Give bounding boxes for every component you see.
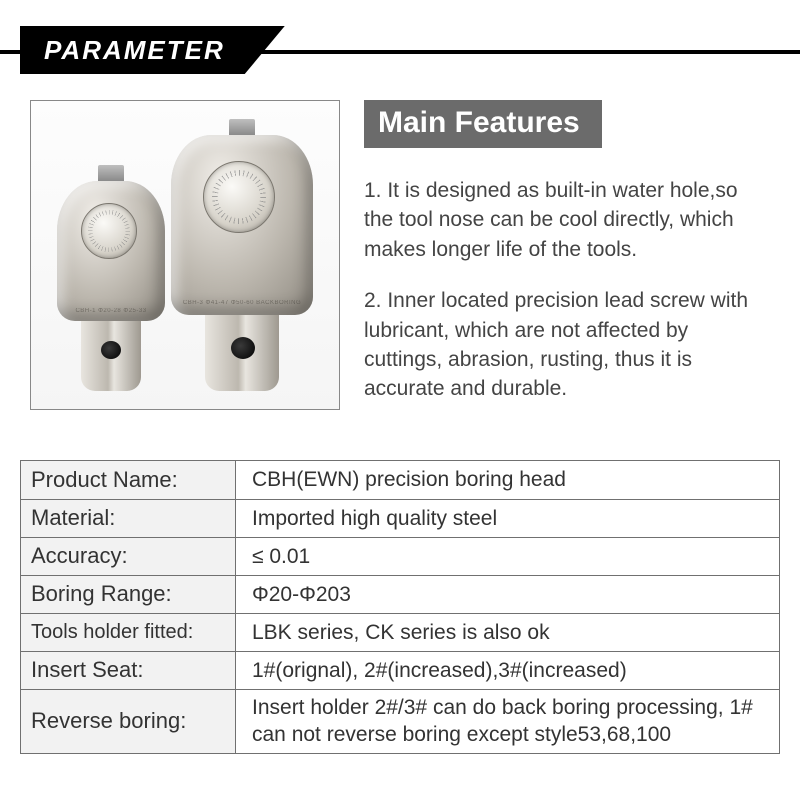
spec-label: Boring Range: [21, 576, 236, 613]
spec-value: Φ20-Φ203 [236, 576, 779, 613]
spec-table: Product Name: CBH(EWN) precision boring … [20, 460, 780, 754]
feature-item: 1. It is designed as built-in water hole… [364, 176, 770, 264]
spec-value: Insert holder 2#/3# can do back boring p… [236, 690, 779, 753]
ribbon-label: PARAMETER [20, 26, 285, 74]
table-row: Reverse boring: Insert holder 2#/3# can … [21, 689, 779, 753]
table-row: Insert Seat: 1#(orignal), 2#(increased),… [21, 651, 779, 689]
tool-shank [205, 315, 279, 391]
product-illustration: CBH-1 Φ20-28 Φ25-33 CBH-3 Φ41-47 Φ50-60 … [30, 100, 340, 410]
table-row: Material: Imported high quality steel [21, 499, 779, 537]
tool-cap [229, 119, 255, 135]
spec-value: Imported high quality steel [236, 500, 779, 537]
shank-hole [101, 341, 121, 359]
spec-value: LBK series, CK series is also ok [236, 614, 779, 651]
tool-head: CBH-1 Φ20-28 Φ25-33 [57, 181, 165, 321]
boring-head-large: CBH-3 Φ41-47 Φ50-60 BACKBORING [171, 119, 313, 391]
spec-label: Material: [21, 500, 236, 537]
tool-shank [81, 321, 141, 391]
table-row: Tools holder fitted: LBK series, CK seri… [21, 613, 779, 651]
spec-value: 1#(orignal), 2#(increased),3#(increased) [236, 652, 779, 689]
table-row: Product Name: CBH(EWN) precision boring … [21, 461, 779, 499]
spec-label: Accuracy: [21, 538, 236, 575]
tool-cap [98, 165, 124, 181]
spec-label: Insert Seat: [21, 652, 236, 689]
tool-head: CBH-3 Φ41-47 Φ50-60 BACKBORING [171, 135, 313, 315]
spec-label: Product Name: [21, 461, 236, 499]
boring-head-small: CBH-1 Φ20-28 Φ25-33 [57, 165, 165, 391]
mid-section: CBH-1 Φ20-28 Φ25-33 CBH-3 Φ41-47 Φ50-60 … [0, 70, 800, 446]
table-row: Boring Range: Φ20-Φ203 [21, 575, 779, 613]
main-features-badge: Main Features [364, 100, 602, 148]
adjustment-dial [81, 203, 137, 259]
features-column: Main Features 1. It is designed as built… [364, 100, 770, 426]
table-row: Accuracy: ≤ 0.01 [21, 537, 779, 575]
header-ribbon: PARAMETER [0, 0, 800, 70]
shank-hole [231, 337, 255, 359]
adjustment-dial [203, 161, 275, 233]
spec-value: ≤ 0.01 [236, 538, 779, 575]
spec-label: Tools holder fitted: [21, 614, 236, 651]
spec-value: CBH(EWN) precision boring head [236, 461, 779, 499]
feature-item: 2. Inner located precision lead screw wi… [364, 286, 770, 404]
engraving-text: CBH-1 Φ20-28 Φ25-33 [57, 308, 165, 315]
spec-label: Reverse boring: [21, 690, 236, 753]
engraving-text: CBH-3 Φ41-47 Φ50-60 BACKBORING [171, 300, 313, 307]
